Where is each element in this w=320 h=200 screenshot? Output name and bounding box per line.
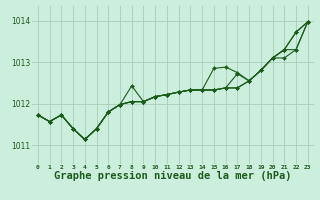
X-axis label: Graphe pression niveau de la mer (hPa): Graphe pression niveau de la mer (hPa) bbox=[54, 171, 292, 181]
